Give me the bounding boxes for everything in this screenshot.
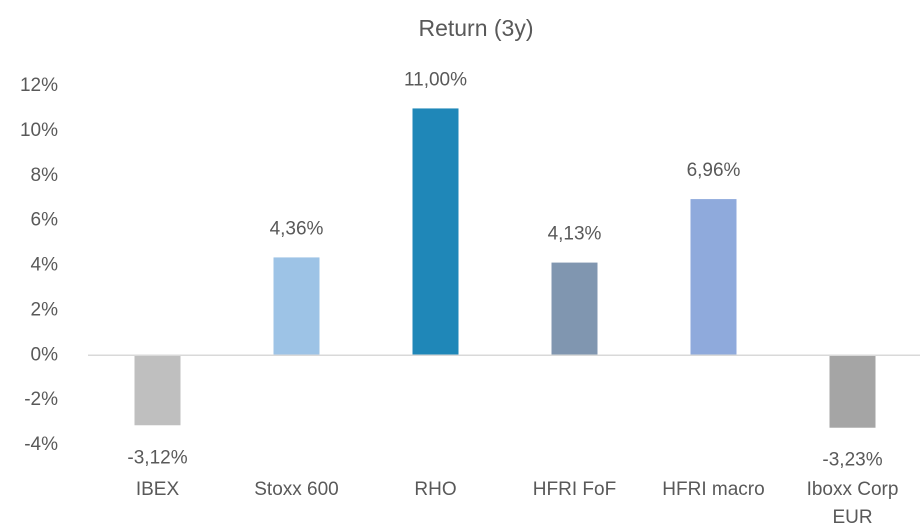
y-tick-label: 8% [31,165,59,186]
x-tick-label: RHO [414,479,457,500]
chart-title: Return (3y) [418,15,533,41]
y-tick-label: -4% [24,434,58,455]
value-label: 4,36% [270,218,324,239]
bar [134,355,181,426]
x-tick-label: IBEX [135,479,180,500]
y-tick-label: 12% [20,75,58,96]
bar [551,262,598,356]
bar [412,108,459,356]
x-tick-label: Stoxx 600 [254,479,339,500]
value-label: 4,13% [548,224,602,245]
bar [690,199,737,356]
value-label: -3,23% [822,450,882,471]
y-tick-label: 0% [31,344,59,365]
y-tick-label: 2% [31,299,59,320]
y-tick-label: 4% [31,255,59,276]
bar [273,257,320,356]
y-tick-label: -2% [24,389,58,410]
x-tick-label: HFRI FoF [532,479,617,500]
value-label: 11,00% [404,69,467,90]
x-tick-label: Iboxx Corp EUR [806,479,899,528]
y-tick-label: 10% [20,120,58,141]
value-label: -3,12% [127,447,187,468]
x-tick-label: HFRI macro [662,479,765,500]
y-tick-label: 6% [31,210,59,231]
bar [829,355,876,428]
value-label: 6,96% [687,160,741,181]
